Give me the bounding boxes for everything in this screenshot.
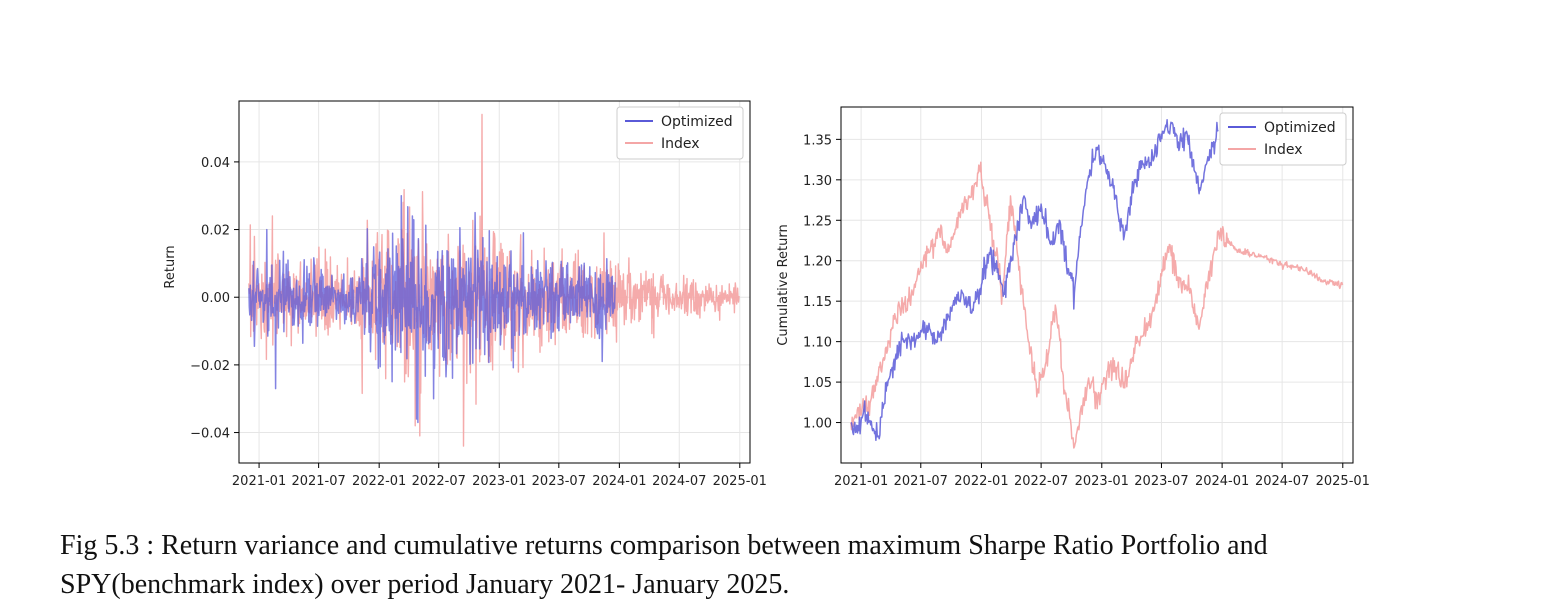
legend-label-index: Index (1264, 142, 1303, 158)
x-tick-label: 2025-01 (1316, 474, 1370, 489)
x-tick-label: 2024-07 (1255, 474, 1309, 489)
y-tick-label: 1.25 (803, 214, 832, 229)
y-tick-label: 1.10 (803, 336, 832, 351)
y-tick-label: 0.02 (201, 224, 230, 239)
y-tick-label: −0.02 (190, 359, 230, 374)
figure-caption: Fig 5.3 : Return variance and cumulative… (60, 526, 1500, 604)
cumulative-chart-series (850, 119, 1344, 449)
series-line-optimized (850, 119, 1219, 442)
y-tick-label: 1.15 (803, 295, 832, 310)
legend-label-index: Index (661, 136, 700, 152)
x-tick-label: 2022-07 (1014, 474, 1068, 489)
return-chart-x-ticks: 2021-01 2021-07 2022-01 2022-07 2023-01 2023-… (232, 463, 767, 489)
x-tick-label: 2021-07 (291, 474, 345, 489)
y-tick-label: 1.05 (803, 376, 832, 391)
return-chart-series (248, 113, 740, 447)
x-tick-label: 2024-01 (1195, 474, 1249, 489)
x-tick-label: 2023-01 (472, 474, 526, 489)
caption-line-2: SPY(benchmark index) over period January… (60, 569, 790, 600)
x-tick-label: 2022-01 (352, 474, 406, 489)
series-line-optimized (248, 194, 616, 424)
x-tick-label: 2021-01 (834, 474, 888, 489)
x-tick-label: 2024-01 (592, 474, 646, 489)
cumulative-chart-frame (840, 106, 1354, 464)
y-tick-label: 1.35 (803, 133, 832, 148)
x-tick-label: 2024-07 (652, 474, 706, 489)
return-chart: 2021-01 2021-07 2022-01 2022-07 2023-01 2023-… (163, 100, 767, 489)
y-tick-label: 1.20 (803, 255, 832, 270)
cumulative-return-chart: 2021-01 2021-07 2022-01 2022-07 2023-01 2023-… (776, 106, 1370, 489)
x-tick-label: 2021-01 (232, 474, 286, 489)
y-tick-label: −0.04 (190, 427, 230, 442)
x-tick-label: 2023-07 (532, 474, 586, 489)
return-chart-y-ticks: 0.04 0.02 0.00 −0.02 −0.04 (190, 156, 239, 442)
x-tick-label: 2023-07 (1134, 474, 1188, 489)
cumulative-chart-y-axis-label: Cumulative Return (776, 224, 791, 345)
series-line-index (248, 113, 740, 447)
y-tick-label: 1.30 (803, 174, 832, 189)
return-chart-frame (238, 100, 751, 464)
x-tick-label: 2022-01 (954, 474, 1008, 489)
x-tick-label: 2025-01 (713, 474, 767, 489)
y-tick-label: 0.04 (201, 156, 230, 171)
series-line-index (850, 161, 1344, 449)
x-tick-label: 2021-07 (894, 474, 948, 489)
y-tick-label: 0.00 (201, 291, 230, 306)
x-tick-label: 2022-07 (412, 474, 466, 489)
cumulative-chart-y-ticks: 1.35 1.30 1.25 1.20 1.15 1.10 1.05 1.00 (803, 133, 841, 432)
cumulative-chart-x-ticks: 2021-01 2021-07 2022-01 2022-07 2023-01 2023-… (834, 463, 1370, 489)
caption-line-1: Fig 5.3 : Return variance and cumulative… (60, 530, 1268, 561)
legend-label-optimized: Optimized (1264, 120, 1336, 136)
cumulative-chart-legend: Optimized Index (1219, 112, 1347, 166)
return-chart-legend: Optimized Index (616, 106, 744, 160)
legend-label-optimized: Optimized (661, 114, 733, 130)
y-tick-label: 1.00 (803, 417, 832, 432)
x-tick-label: 2023-01 (1075, 474, 1129, 489)
return-chart-y-axis-label: Return (163, 245, 178, 288)
